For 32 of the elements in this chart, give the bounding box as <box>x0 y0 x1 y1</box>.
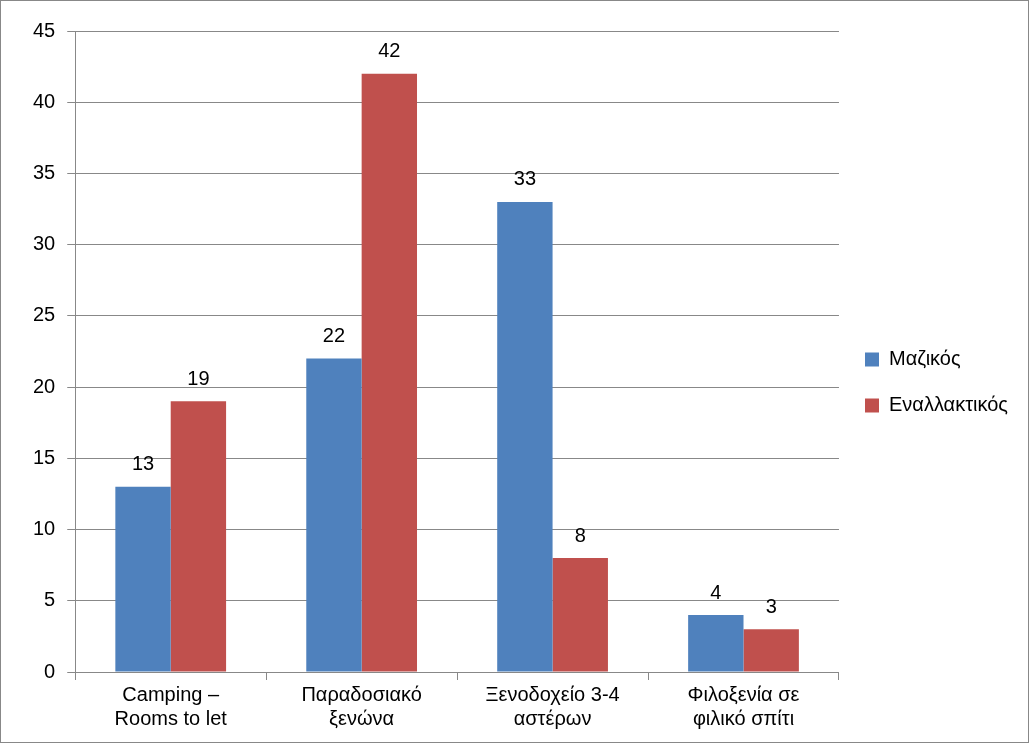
data-label: 22 <box>322 324 346 347</box>
bar <box>306 358 362 672</box>
legend-label: Μαζικός <box>888 347 961 370</box>
y-tick-label: 30 <box>33 232 56 255</box>
data-label: 33 <box>513 167 537 190</box>
data-label: 42 <box>378 39 401 62</box>
y-tick-label: 25 <box>33 303 56 326</box>
bar <box>552 558 608 672</box>
data-label: 8 <box>574 523 586 546</box>
y-tick-label: 10 <box>33 517 56 540</box>
bar <box>115 486 171 672</box>
data-label: 19 <box>187 366 210 389</box>
bar <box>170 401 227 672</box>
legend-label: Εναλλακτικός <box>888 393 1009 416</box>
data-label: 4 <box>710 580 722 603</box>
x-tick-label: Φιλοξενία σε φιλικό σπίτι <box>687 682 800 729</box>
y-tick-label: 20 <box>33 374 56 397</box>
y-tick-label: 0 <box>44 659 56 682</box>
data-label: 13 <box>131 452 155 475</box>
bar <box>361 73 418 672</box>
y-tick-label: 35 <box>33 160 56 183</box>
y-tick-label: 45 <box>33 18 56 41</box>
y-tick-label: 5 <box>44 588 56 611</box>
data-label: 3 <box>765 594 777 617</box>
bar <box>743 629 799 672</box>
x-tick-label: Παραδοσιακό ξενώνα <box>301 682 422 729</box>
bar <box>688 615 744 672</box>
x-tick-label: Ξενοδοχείο 3-4 αστέρων <box>485 682 620 729</box>
bar <box>497 201 553 672</box>
y-tick-label: 15 <box>33 445 56 468</box>
y-tick-label: 40 <box>33 89 56 112</box>
x-tick-label: Camping – Rooms to let <box>114 682 228 729</box>
